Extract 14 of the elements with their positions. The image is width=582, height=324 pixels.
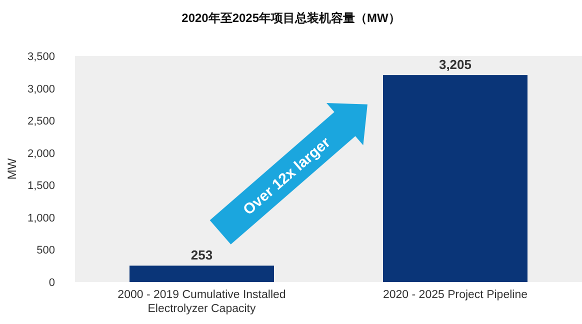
y-tick-label: 1,000 bbox=[27, 212, 55, 224]
chart-title: 2020年至2025年项目总装机容量（MW） bbox=[182, 11, 400, 25]
data-label: 3,205 bbox=[438, 57, 472, 72]
data-label: 253 bbox=[190, 248, 213, 263]
y-axis-title: MW bbox=[5, 158, 19, 180]
x-tick-label: 2020 - 2025 Project Pipeline bbox=[383, 289, 528, 301]
y-tick-label: 1,500 bbox=[27, 180, 55, 192]
y-tick-label: 2,500 bbox=[27, 116, 55, 128]
y-tick-label: 3,000 bbox=[27, 83, 55, 96]
y-tick-label: 0 bbox=[48, 277, 55, 289]
y-tick-label: 500 bbox=[36, 244, 55, 257]
y-tick-label: 3,500 bbox=[27, 51, 55, 63]
y-tick-label: 2,000 bbox=[27, 148, 55, 160]
x-tick-label: 2000 - 2019 Cumulative Installed Electrolyzer Capacity bbox=[118, 289, 286, 315]
